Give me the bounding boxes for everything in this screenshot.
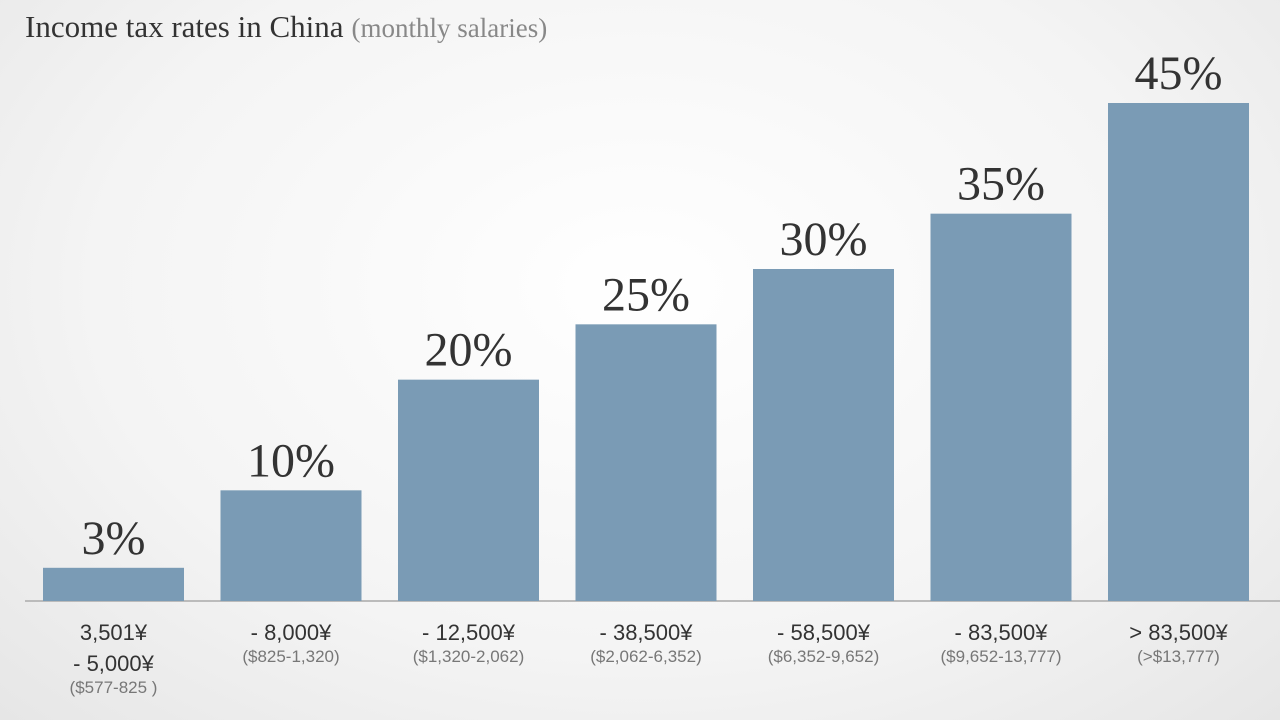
usd-range-label: ($577-825 ) (70, 678, 158, 697)
bar (930, 213, 1072, 601)
usd-range-label: ($1,320-2,062) (413, 647, 525, 666)
x-tick-label: > 83,500¥ (1129, 620, 1228, 645)
bar (398, 379, 539, 601)
value-label: 3% (82, 512, 146, 565)
bar (1108, 103, 1249, 601)
value-label: 30% (780, 213, 868, 266)
usd-range-label: (>$13,777) (1137, 647, 1220, 666)
x-tick-label: - 38,500¥ (600, 620, 694, 645)
usd-range-label: ($6,352-9,652) (768, 647, 880, 666)
usd-range-label: ($9,652-13,777) (941, 647, 1062, 666)
bar (43, 567, 184, 601)
value-label: 25% (602, 268, 690, 321)
value-label: 45% (1135, 47, 1223, 100)
value-label: 35% (957, 158, 1045, 211)
usd-range-label: ($825-1,320) (242, 647, 339, 666)
usd-range-label: ($2,062-6,352) (590, 647, 702, 666)
x-tick-label: - 58,500¥ (777, 620, 871, 645)
chart-subtitle: (monthly salaries) (352, 13, 548, 43)
x-tick-label: - 5,000¥ (73, 651, 154, 676)
x-tick-label: - 83,500¥ (955, 620, 1049, 645)
chart-title: Income tax rates in China (25, 9, 344, 44)
x-tick-label: - 8,000¥ (251, 620, 332, 645)
bar (753, 269, 894, 601)
value-label: 10% (247, 434, 335, 487)
value-label: 20% (425, 324, 513, 377)
bar (575, 324, 717, 601)
x-tick-label: 3,501¥ (80, 620, 148, 645)
bar (220, 490, 362, 601)
x-tick-label: - 12,500¥ (422, 620, 516, 645)
chart-title-group: Income tax rates in China (monthly salari… (25, 9, 547, 44)
